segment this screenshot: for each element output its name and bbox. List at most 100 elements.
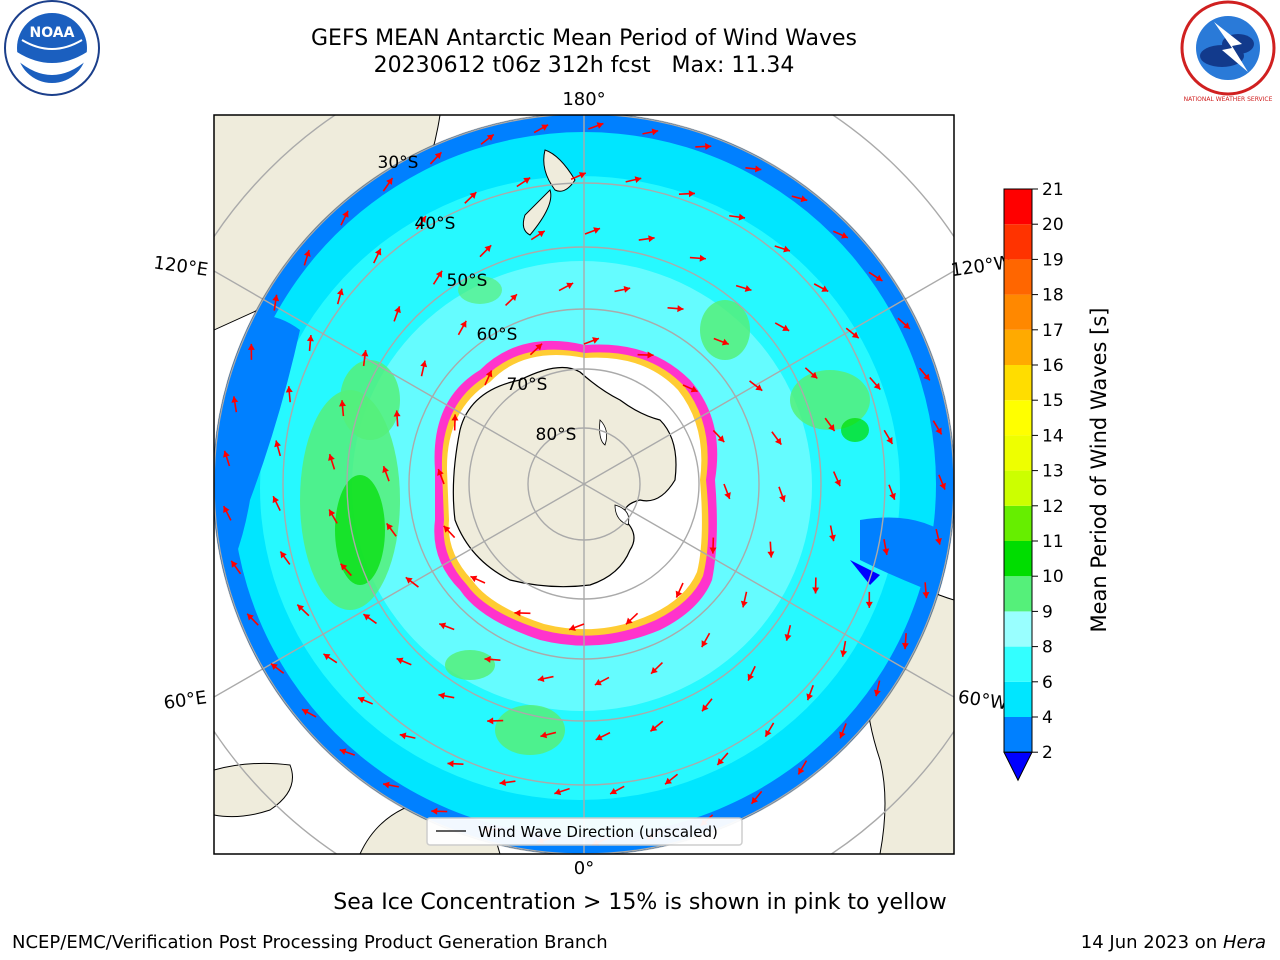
- wind-wave-arrows: [222, 122, 946, 846]
- wind-wave-arrowhead: [784, 634, 792, 641]
- wind-wave-arrowhead: [765, 729, 772, 737]
- wind-wave-arrowhead: [272, 496, 279, 504]
- colorbar-label: Mean Period of Wind Waves [s]: [1087, 308, 1111, 633]
- wind-wave-arrowhead: [569, 624, 576, 631]
- wind-wave-arrowhead: [717, 758, 724, 765]
- lat-label-40s: 40°S: [415, 214, 456, 234]
- wind-wave-arrowhead: [431, 807, 438, 815]
- wind-wave-arrowhead: [323, 653, 331, 661]
- wind-wave-arrowhead: [594, 679, 602, 686]
- wind-wave-arrowhead: [922, 591, 930, 599]
- colorbar-tick-label: 16: [1042, 356, 1064, 376]
- wind-wave-arrowhead: [272, 294, 280, 302]
- wind-wave-arrowhead: [595, 734, 603, 741]
- nws-logo: NATIONAL WEATHER SERVICE: [1180, 0, 1276, 103]
- wind-wave-arrowhead: [873, 382, 881, 390]
- wind-wave-arrowhead: [434, 152, 442, 160]
- wind-wave-arrowhead: [328, 454, 335, 461]
- wind-wave-arrowhead: [923, 373, 930, 381]
- wind-wave-arrowhead: [437, 469, 444, 476]
- lat-label-30s: 30°S: [378, 153, 419, 173]
- lon-label-180: 180°: [562, 89, 605, 110]
- colorbar-box: [1004, 717, 1032, 753]
- wind-wave-arrowhead: [451, 414, 459, 421]
- wind-wave-arrowhead: [810, 371, 818, 379]
- wind-wave-arrowhead: [648, 235, 655, 243]
- wind-wave-arrowhead: [270, 663, 278, 671]
- wind-wave-arrowhead: [675, 590, 683, 598]
- map-legend: Wind Wave Direction (unscaled): [426, 817, 743, 846]
- wind-wave-arrowhead: [593, 227, 601, 234]
- wind-wave-arrowhead: [361, 350, 369, 357]
- noaa-logo: NOAA: [4, 0, 100, 96]
- colorbar-box: [1004, 470, 1032, 506]
- wind-wave-arrowhead: [882, 548, 890, 555]
- wind-wave-arrowhead: [357, 696, 365, 704]
- wind-wave-arrowhead: [744, 285, 752, 292]
- wind-wave-arrowhead: [610, 788, 618, 795]
- colorbar-tick-label: 13: [1042, 462, 1064, 482]
- colorbar-box: [1004, 329, 1032, 365]
- land-nz-south: [522, 189, 552, 236]
- wind-wave-arrowhead: [541, 124, 549, 131]
- wind-wave-arrowhead: [363, 614, 371, 621]
- wind-wave-arrowhead: [297, 604, 305, 612]
- wind-wave-arrowhead: [740, 600, 748, 608]
- wind-wave-arrowhead: [623, 285, 631, 293]
- land-madagascar: [214, 762, 293, 818]
- wind-wave-arrowhead: [399, 732, 407, 740]
- wind-wave-arrowhead: [665, 777, 672, 785]
- colorbar-tick-label: 17: [1042, 321, 1064, 341]
- wind-wave-arrowhead: [487, 717, 494, 725]
- wind-wave-arrowhead: [342, 210, 349, 218]
- wind-wave-arrowhead: [688, 190, 695, 198]
- footer-date: 14 Jun 2023 on Hera: [1081, 932, 1266, 953]
- wind-wave-arrowhead: [865, 601, 873, 608]
- wind-wave-arrowhead: [751, 796, 759, 804]
- wind-wave-arrowhead: [394, 306, 401, 314]
- wind-wave-arrowhead: [690, 385, 698, 393]
- wind-wave-arrowhead: [625, 617, 633, 625]
- colorbar-box: [1004, 505, 1032, 541]
- wind-wave-arrowhead: [851, 331, 859, 339]
- wind-wave-arrowhead: [435, 270, 443, 278]
- wind-wave-arrowhead: [701, 640, 708, 648]
- wind-wave-arrowhead: [537, 675, 545, 683]
- wind-wave-arrowhead: [901, 642, 909, 650]
- wind-wave-arrowhead: [339, 748, 347, 756]
- wind-wave-arrowhead: [540, 731, 548, 739]
- colorbar-box: [1004, 224, 1032, 260]
- colorbar-box: [1004, 681, 1032, 717]
- wind-wave-arrowhead: [247, 613, 254, 621]
- wind-wave-arrowhead: [935, 537, 942, 545]
- wind-wave-arrowhead: [754, 165, 762, 173]
- wind-wave-arrowhead: [523, 177, 531, 184]
- caption: Sea Ice Concentration > 15% is shown in …: [333, 890, 947, 915]
- wind-wave-arrowhead: [834, 479, 841, 487]
- wind-wave-arrowhead: [443, 525, 451, 533]
- wind-wave-arrowhead: [821, 285, 829, 292]
- wind-wave-arrowhead: [470, 575, 478, 583]
- wind-wave-arrowhead: [709, 547, 717, 554]
- wind-wave-arrowhead: [578, 172, 586, 179]
- colorbar-box: [1004, 541, 1032, 577]
- wind-wave-arrowhead: [783, 245, 790, 253]
- wind-wave-arrowhead: [566, 282, 574, 289]
- wind-wave-arrowhead: [798, 767, 805, 775]
- wind-wave-arrowhead: [724, 492, 731, 499]
- wind-wave-arrowhead: [514, 609, 521, 617]
- wind-wave-arrowhead: [903, 322, 910, 329]
- footer-credit: NCEP/EMC/Verification Post Processing Pr…: [12, 932, 608, 953]
- wind-wave-arrowhead: [223, 506, 230, 513]
- wind-wave-arrowhead: [554, 788, 562, 796]
- colorbar-box: [1004, 294, 1032, 330]
- wind-wave-arrowhead: [592, 337, 599, 344]
- wind-wave-arrowhead: [651, 667, 658, 674]
- wind-wave-arrowhead: [651, 128, 659, 136]
- wind-wave-arrowhead: [721, 338, 729, 346]
- colorbar-box: [1004, 365, 1032, 401]
- wind-wave-arrowhead: [374, 248, 382, 256]
- wind-wave-arrowhead: [705, 142, 712, 150]
- wind-wave-arrowhead: [484, 655, 491, 663]
- colorbar-tick-label: 6: [1042, 673, 1053, 693]
